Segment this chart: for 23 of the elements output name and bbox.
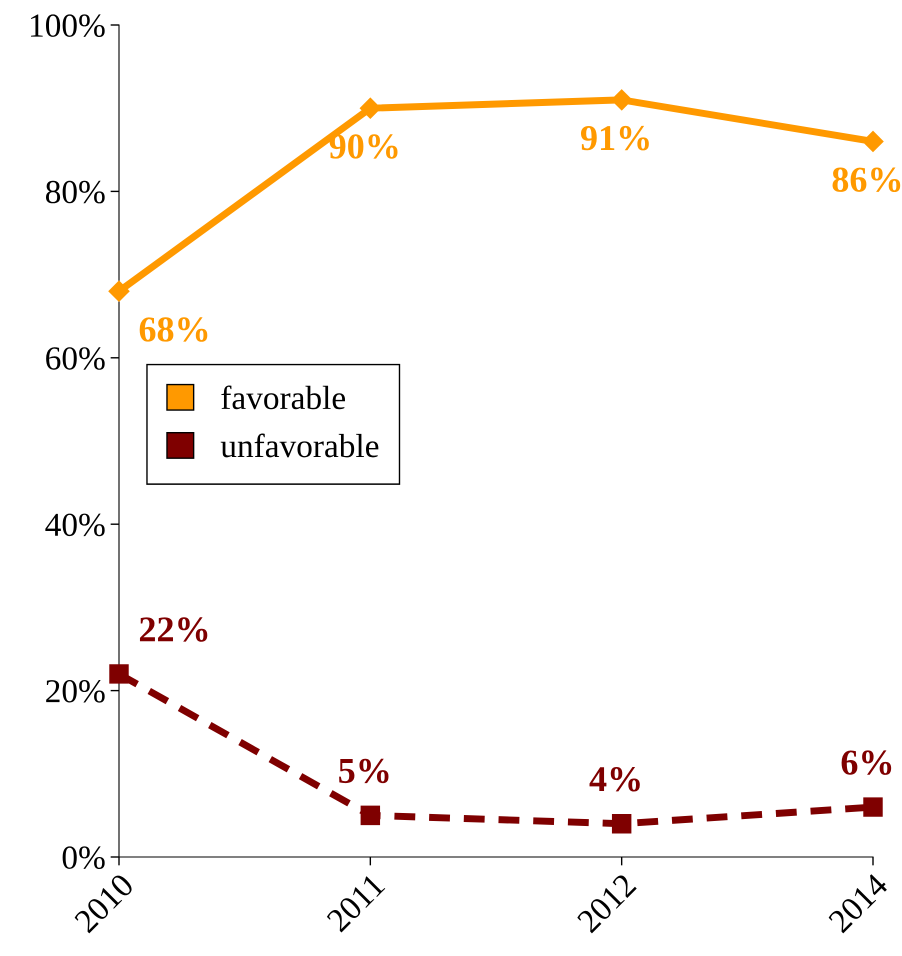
legend-label: favorable — [221, 385, 345, 410]
data-label: 86% — [832, 168, 900, 192]
data-label: 5% — [339, 758, 388, 784]
y-tick-label: 60% — [46, 347, 105, 370]
data-label: 68% — [140, 317, 208, 342]
y-tick-label: 80% — [46, 180, 105, 204]
point — [109, 664, 129, 684]
data-label: 22% — [140, 617, 208, 642]
point — [108, 280, 130, 302]
y-tick-label: 20% — [46, 680, 105, 703]
x-tick-label: 2011 — [326, 872, 386, 933]
data-label: 4% — [590, 767, 640, 792]
y-tick-label: 0% — [62, 846, 105, 870]
data-label: 90% — [330, 134, 398, 159]
data-label: 6% — [842, 750, 892, 775]
data-label: 91% — [580, 126, 649, 150]
y-tick-label: 40% — [45, 514, 105, 536]
point — [612, 814, 632, 834]
point — [862, 130, 884, 152]
y-tick-label: 100% — [30, 14, 105, 38]
point — [360, 806, 380, 826]
point — [863, 797, 883, 817]
legend-label: unfavorable — [220, 434, 378, 458]
